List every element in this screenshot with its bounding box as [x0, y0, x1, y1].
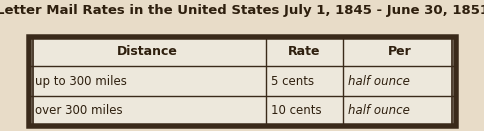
Text: 5 cents: 5 cents [270, 75, 313, 88]
Text: half ounce: half ounce [347, 104, 408, 117]
Bar [33, 37, 451, 125]
Text: up to 300 miles: up to 300 miles [35, 75, 126, 88]
Text: 10 cents: 10 cents [270, 104, 321, 117]
Text: Distance: Distance [117, 45, 178, 58]
Text: over 300 miles: over 300 miles [35, 104, 122, 117]
Text: Rate: Rate [287, 45, 320, 58]
Bar [29, 37, 455, 126]
Text: Letter Mail Rates in the United States July 1, 1845 - June 30, 1851: Letter Mail Rates in the United States J… [0, 4, 484, 17]
Text: Per: Per [387, 45, 410, 58]
Bar [29, 37, 455, 126]
Text: half ounce: half ounce [347, 75, 408, 88]
